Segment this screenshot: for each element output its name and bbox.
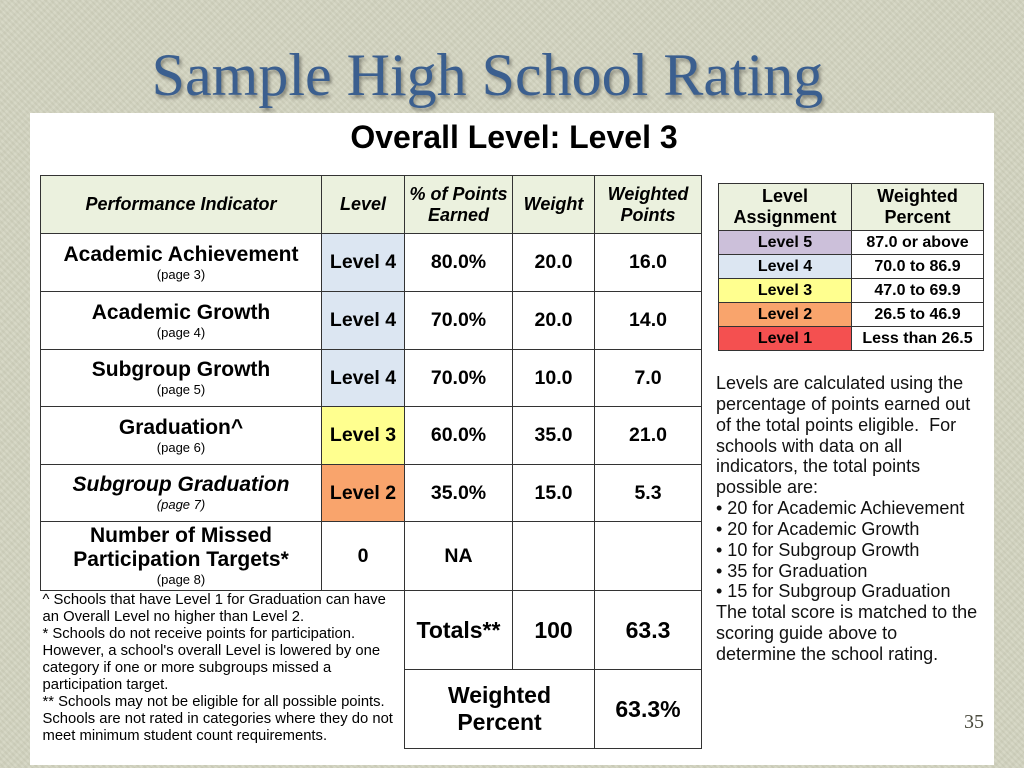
percent-cell: NA — [404, 521, 513, 591]
weighted-points-cell: 14.0 — [594, 291, 702, 350]
overall-level-heading: Overall Level: Level 3 — [350, 119, 678, 155]
level-assignment-row: Level 5 87.0 or above — [718, 230, 984, 255]
performance-table: Performance Indicator Level % of Points … — [40, 175, 702, 749]
explanation-bullet: • 15 for Subgroup Graduation — [716, 581, 951, 602]
indicator-cell: Academic Growth (page 4) — [40, 291, 322, 350]
totals-row: ^ Schools that have Level 1 for Graduati… — [40, 590, 702, 749]
level-cell: Level 4 — [321, 349, 405, 407]
weight-cell: 10.0 — [512, 349, 595, 407]
level-assignment-header-row: Level Assignment Weighted Percent — [718, 183, 984, 231]
level-assignment-row: Level 1 Less than 26.5 — [718, 326, 984, 351]
weighted-percent-label: Weighted Percent — [404, 669, 595, 749]
slide-number: 35 — [964, 711, 984, 733]
footnotes: ^ Schools that have Level 1 for Graduati… — [40, 590, 405, 749]
percent-cell: 70.0% — [404, 291, 513, 350]
weighted-points-cell: 7.0 — [594, 349, 702, 407]
weight-cell — [512, 521, 595, 591]
level-cell: 0 — [321, 521, 405, 591]
indicator-cell: Graduation^ (page 6) — [40, 406, 322, 465]
indicator-page: (page 7) — [156, 497, 206, 512]
footnote: ^ Schools that have Level 1 for Graduati… — [42, 592, 386, 625]
percent-cell: 80.0% — [404, 233, 513, 292]
level-assignment-table: Level Assignment Weighted Percent Level … — [718, 183, 984, 351]
indicator-name: Subgroup Graduation — [72, 473, 290, 496]
indicator-page: (page 8) — [156, 572, 206, 587]
level-name-cell: Level 2 — [718, 302, 852, 327]
level-cell: Level 2 — [321, 464, 405, 522]
explanation-bullet: • 20 for Academic Growth — [716, 518, 920, 539]
indicator-page: (page 6) — [156, 439, 206, 455]
indicator-cell: Subgroup Growth (page 5) — [40, 349, 322, 407]
weight-cell: 20.0 — [512, 291, 595, 350]
column-header-percent: % of Points Earned — [404, 175, 513, 234]
level-name-cell: Level 5 — [718, 230, 852, 255]
weighted-points-cell: 21.0 — [594, 406, 702, 465]
explanation-intro: Levels are calculated using the percenta… — [716, 373, 976, 498]
column-header-level-assignment: Level Assignment — [718, 183, 852, 231]
weight-cell: 20.0 — [512, 233, 595, 292]
indicator-name: Number of Missed Participation Targets* — [73, 524, 289, 571]
indicator-cell: Academic Achievement (page 3) — [40, 233, 322, 292]
explanation-bullet: • 35 for Graduation — [716, 560, 868, 581]
indicator-row: Graduation^ (page 6) Level 3 60.0% 35.0 … — [40, 406, 702, 465]
level-assignment-row: Level 2 26.5 to 46.9 — [718, 302, 984, 327]
indicator-cell: Number of Missed Participation Targets* … — [40, 521, 322, 591]
indicator-name: Academic Achievement — [63, 242, 299, 266]
footnote: ** Schools may not be eligible for all p… — [42, 694, 393, 744]
footnote: * Schools do not receive points for part… — [42, 626, 381, 693]
level-range-cell: Less than 26.5 — [851, 326, 984, 351]
weighted-percent-value: 63.3% — [594, 669, 702, 749]
weight-cell: 35.0 — [512, 406, 595, 465]
performance-header-row: Performance Indicator Level % of Points … — [40, 175, 702, 234]
level-range-cell: 47.0 to 69.9 — [851, 278, 984, 303]
indicator-row: Academic Growth (page 4) Level 4 70.0% 2… — [40, 291, 702, 350]
totals-weight: 100 — [512, 590, 595, 670]
indicator-name: Graduation^ — [118, 415, 244, 439]
column-header-weighted-points: Weighted Points — [594, 175, 702, 234]
level-assignment-row: Level 4 70.0 to 86.9 — [718, 254, 984, 279]
level-name-cell: Level 3 — [718, 278, 852, 303]
explanation-bullet: • 10 for Subgroup Growth — [716, 539, 920, 560]
level-range-cell: 26.5 to 46.9 — [851, 302, 984, 327]
column-header-weight: Weight — [512, 175, 595, 234]
column-header-level: Level — [321, 175, 405, 234]
explanation-closing: The total score is matched to the scorin… — [716, 602, 983, 664]
weighted-points-cell — [594, 521, 702, 591]
totals-weighted-points: 63.3 — [594, 590, 702, 670]
level-name-cell: Level 1 — [718, 326, 852, 351]
indicator-cell: Subgroup Graduation (page 7) — [40, 464, 322, 522]
percent-cell: 70.0% — [404, 349, 513, 407]
indicator-row: Academic Achievement (page 3) Level 4 80… — [40, 233, 702, 292]
percent-cell: 35.0% — [404, 464, 513, 522]
explanation-bullet: • 20 for Academic Achievement — [716, 498, 965, 519]
level-cell: Level 4 — [321, 291, 405, 350]
level-range-cell: 70.0 to 86.9 — [851, 254, 984, 279]
totals-label: Totals** — [404, 590, 513, 670]
level-cell: Level 3 — [321, 406, 405, 465]
level-range-cell: 87.0 or above — [851, 230, 984, 255]
level-assignment-row: Level 3 47.0 to 69.9 — [718, 278, 984, 303]
level-name-cell: Level 4 — [718, 254, 852, 279]
percent-cell: 60.0% — [404, 406, 513, 465]
explanation-text: Levels are calculated using the percenta… — [716, 373, 980, 665]
weighted-points-cell: 5.3 — [594, 464, 702, 522]
indicator-page: (page 5) — [156, 382, 206, 397]
weighted-points-cell: 16.0 — [594, 233, 702, 292]
indicator-row: Number of Missed Participation Targets* … — [40, 521, 702, 591]
indicator-name: Academic Growth — [91, 300, 271, 324]
weighted-percent-row: Weighted Percent 63.3% — [41, 669, 702, 749]
indicator-name: Subgroup Growth — [91, 358, 271, 381]
slide-title: Sample High School Rating — [151, 42, 824, 108]
indicator-page: (page 3) — [156, 266, 206, 282]
column-header-indicator: Performance Indicator — [40, 175, 322, 234]
indicator-row: Subgroup Graduation (page 7) Level 2 35.… — [40, 464, 702, 522]
indicator-page: (page 4) — [156, 324, 206, 340]
level-cell: Level 4 — [321, 233, 405, 292]
indicator-row: Subgroup Growth (page 5) Level 4 70.0% 1… — [40, 349, 702, 407]
column-header-weighted-percent: Weighted Percent — [851, 183, 984, 231]
weight-cell: 15.0 — [512, 464, 595, 522]
